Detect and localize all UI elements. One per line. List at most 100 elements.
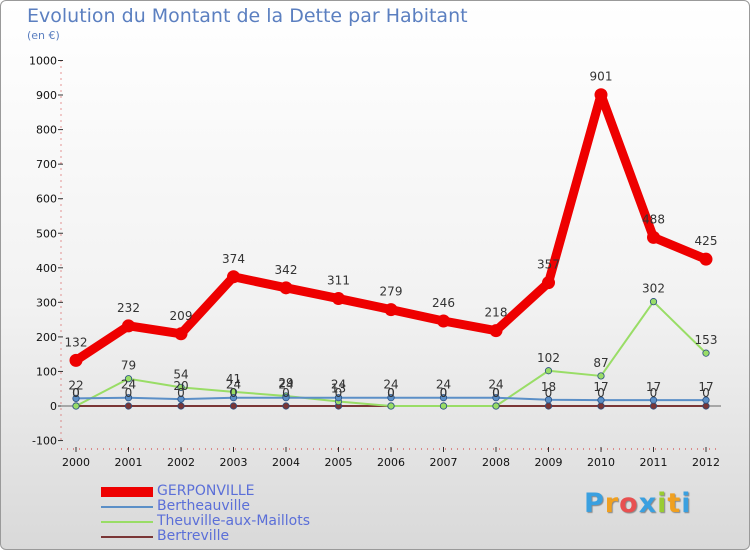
y-tick-label: -100 xyxy=(32,435,57,448)
data-label: 0 xyxy=(125,386,133,400)
x-tick-label: 2009 xyxy=(535,456,563,469)
data-point xyxy=(649,396,658,404)
data-label: 20 xyxy=(173,379,188,393)
x-tick-label: 2002 xyxy=(167,456,195,469)
data-label: 0 xyxy=(387,386,395,400)
data-point xyxy=(122,319,135,333)
data-point xyxy=(597,402,605,410)
logo-letter: i xyxy=(657,488,668,519)
data-label: 0 xyxy=(440,386,448,400)
data-label: 218 xyxy=(485,306,508,320)
x-tick-label: 2005 xyxy=(325,456,353,469)
data-label: 302 xyxy=(642,282,665,296)
data-label: 79 xyxy=(121,359,136,373)
data-label: 342 xyxy=(275,263,298,277)
data-label: 41 xyxy=(226,372,241,386)
data-label: 0 xyxy=(72,386,80,400)
data-point xyxy=(702,349,710,357)
y-tick-label: 500 xyxy=(36,227,57,240)
data-label: 24 xyxy=(488,378,503,392)
legend-swatch xyxy=(101,536,153,538)
data-label: 0 xyxy=(387,386,395,400)
data-point xyxy=(702,396,710,404)
data-label: 87 xyxy=(593,356,608,370)
legend-label: Bertheauville xyxy=(157,498,250,514)
data-label: 357 xyxy=(537,258,560,272)
y-tick-label: 900 xyxy=(36,89,57,102)
x-tick-label: 2010 xyxy=(587,456,615,469)
data-point xyxy=(492,394,500,402)
data-label: 153 xyxy=(695,333,718,347)
data-label: 0 xyxy=(492,386,500,400)
y-tick-label: 1000 xyxy=(29,55,57,68)
data-label: 132 xyxy=(65,335,88,349)
data-point xyxy=(384,303,398,317)
legend-swatch xyxy=(101,487,153,497)
data-point xyxy=(544,396,553,404)
data-point xyxy=(72,402,80,410)
chart-subtitle: (en €) xyxy=(27,29,60,42)
data-point xyxy=(177,383,185,391)
data-label: 18 xyxy=(541,380,556,394)
data-point xyxy=(124,375,133,383)
data-label: 24 xyxy=(331,378,346,392)
data-point xyxy=(124,394,133,402)
data-point xyxy=(542,276,555,290)
data-point xyxy=(699,252,713,266)
data-point xyxy=(439,402,448,410)
data-point xyxy=(177,395,185,403)
proxiti-logo: Proxiti xyxy=(584,488,692,519)
data-label: 232 xyxy=(117,301,140,315)
data-point xyxy=(227,270,240,284)
data-point xyxy=(282,394,290,402)
data-label: 0 xyxy=(492,386,500,400)
legend-label: GERPONVILLE xyxy=(157,483,255,499)
data-label: 246 xyxy=(432,296,455,310)
x-tick-label: 2012 xyxy=(692,456,720,469)
data-point xyxy=(649,402,658,410)
y-tick-label: 700 xyxy=(36,158,57,171)
data-point xyxy=(597,372,605,380)
data-label: 102 xyxy=(537,351,560,365)
data-point xyxy=(439,394,448,402)
x-tick-label: 2008 xyxy=(482,456,510,469)
y-tick-label: 400 xyxy=(36,262,57,275)
data-label: 0 xyxy=(440,386,448,400)
data-label: 279 xyxy=(380,285,403,299)
data-label: 0 xyxy=(177,386,185,400)
logo-letter: i xyxy=(681,488,692,519)
data-point xyxy=(69,353,83,367)
data-label: 17 xyxy=(646,380,661,394)
data-label: 17 xyxy=(593,380,608,394)
data-label: 24 xyxy=(383,378,398,392)
data-point xyxy=(177,402,185,410)
data-label: 13 xyxy=(331,382,346,396)
y-tick-label: 600 xyxy=(36,193,57,206)
legend-label: Theuville-aux-Maillots xyxy=(157,513,310,529)
y-tick-label: 200 xyxy=(36,331,57,344)
data-point xyxy=(544,367,553,375)
data-point xyxy=(72,394,80,402)
data-point xyxy=(597,396,605,404)
data-label: 22 xyxy=(68,378,83,392)
data-label: 0 xyxy=(72,386,80,400)
legend-swatch xyxy=(101,521,153,523)
data-point xyxy=(702,402,710,410)
data-label: 311 xyxy=(327,274,350,288)
data-point xyxy=(279,281,293,295)
data-label: 0 xyxy=(335,386,343,400)
data-label: 24 xyxy=(278,378,293,392)
data-point xyxy=(489,324,503,338)
x-tick-label: 2011 xyxy=(640,456,668,469)
data-label: 17 xyxy=(698,380,713,394)
y-tick-label: 0 xyxy=(50,400,57,413)
y-tick-label: 300 xyxy=(36,296,57,309)
x-tick-label: 2000 xyxy=(62,456,90,469)
logo-letter: r xyxy=(604,488,620,519)
data-point xyxy=(387,394,395,402)
y-tick-label: 100 xyxy=(36,365,57,378)
data-point xyxy=(387,402,395,410)
data-point xyxy=(332,292,345,306)
data-label: 24 xyxy=(436,378,451,392)
